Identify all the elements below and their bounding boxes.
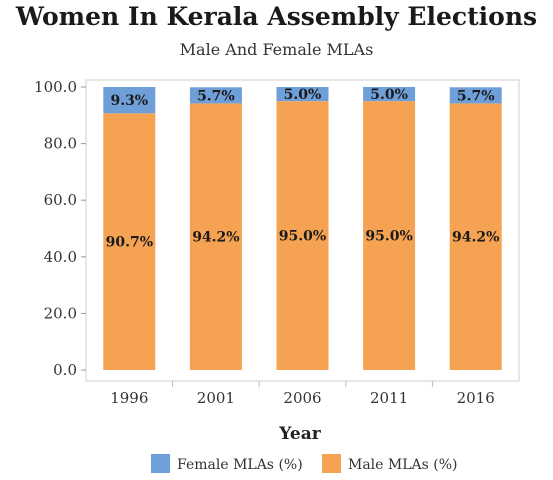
y-tick-label: 40.0 — [44, 248, 77, 266]
y-tick-label: 100.0 — [34, 78, 77, 96]
bar-female-2001 — [189, 87, 242, 104]
y-tick-label: 0.0 — [53, 361, 77, 379]
legend-label-male: Male MLAs (%) — [348, 457, 458, 473]
y-tick-label: 80.0 — [44, 135, 77, 153]
bar-male-2011 — [363, 101, 416, 371]
x-tick-label: 2006 — [283, 389, 321, 407]
bar-male-1996 — [103, 113, 156, 370]
x-tick-label: 1996 — [110, 389, 148, 407]
chart-subtitle: Male And Female MLAs — [179, 40, 374, 59]
data-label-male-2011: 95.0% — [365, 229, 412, 245]
legend-label-female: Female MLAs (%) — [177, 457, 303, 473]
x-axis-title: Year — [278, 424, 321, 444]
data-label-female-2016: 5.7% — [457, 88, 495, 104]
data-label-female-2006: 5.0% — [284, 87, 322, 103]
data-label-female-2001: 5.7% — [197, 88, 235, 104]
data-label-male-2001: 94.2% — [192, 230, 239, 246]
bar-male-2001 — [189, 103, 242, 370]
data-label-female-2011: 5.0% — [370, 87, 408, 103]
x-tick-label: 2016 — [457, 389, 495, 407]
bar-male-2006 — [276, 101, 329, 371]
data-label-male-1996: 90.7% — [106, 235, 153, 251]
legend-swatch-female — [151, 454, 170, 473]
bar-male-2016 — [449, 103, 502, 370]
data-label-male-2006: 95.0% — [279, 229, 326, 245]
data-label-female-1996: 9.3% — [110, 93, 148, 109]
bar-female-2011 — [363, 87, 416, 102]
bar-female-1996 — [103, 87, 156, 114]
y-tick-label: 20.0 — [44, 304, 77, 322]
bar-female-2006 — [276, 87, 329, 102]
data-label-male-2016: 94.2% — [452, 230, 499, 246]
legend-swatch-male — [322, 454, 341, 473]
plot-frame — [85, 79, 520, 382]
bar-female-2016 — [449, 87, 502, 104]
x-tick-label: 2011 — [370, 389, 408, 407]
x-tick-label: 2001 — [197, 389, 235, 407]
chart-title: Women In Kerala Assembly Elections — [15, 2, 538, 31]
y-tick-label: 60.0 — [44, 191, 77, 209]
